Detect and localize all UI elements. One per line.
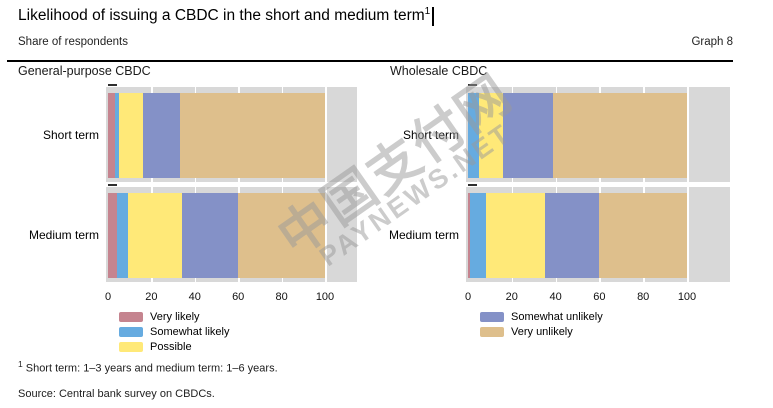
x-tick-label-40: 40	[188, 291, 201, 303]
legend-item-very-unlikely: Very unlikely	[480, 324, 603, 339]
legend-label: Very likely	[150, 310, 200, 323]
gridline-100	[687, 87, 689, 182]
x-tick-label-20: 20	[145, 291, 158, 303]
bar-segment-possible	[485, 193, 545, 278]
plot-area-medium-term	[106, 187, 357, 282]
x-tick-label-100: 100	[315, 291, 335, 303]
x-tick-label-80: 80	[275, 291, 288, 303]
x-tick-label-100: 100	[677, 291, 697, 303]
graph-number-label: Graph 8	[691, 36, 733, 48]
text-cursor	[432, 6, 435, 26]
row-label-medium-term: Medium term	[28, 227, 99, 242]
bar-segment-very-unlikely	[553, 93, 687, 178]
x-tick-label-60: 60	[232, 291, 245, 303]
bar-segment-possible	[118, 93, 143, 178]
legend-item-possible: Possible	[119, 339, 229, 354]
bar-segment-somewhat-likely	[116, 193, 128, 278]
chart-general-purpose-cbdc: Short term Medium term 0 20 40 60 80 100	[29, 84, 357, 303]
legend-label: Very unlikely	[511, 325, 573, 338]
gridline-100	[687, 187, 689, 282]
title-footnote-marker: 1	[424, 6, 431, 17]
x-tick-label-60: 60	[593, 291, 606, 303]
x-tick-label-0: 0	[104, 291, 112, 303]
bar-segment-very-unlikely	[599, 193, 687, 278]
header-rule	[7, 60, 733, 62]
panel-title-wholesale: Wholesale CBDC	[390, 64, 488, 78]
bar-segment-very-likely	[468, 193, 471, 278]
legend-unlikely-column: Somewhat unlikely Very unlikely	[480, 309, 603, 339]
legend-item-somewhat-likely: Somewhat likely	[119, 324, 229, 339]
source-line: Source: Central bank survey on CBDCs.	[18, 388, 215, 400]
bar-segment-somewhat-unlikely	[503, 93, 554, 178]
plot-area-short-term	[466, 87, 730, 182]
bar-segment-somewhat-likely	[470, 193, 486, 278]
legend-label: Somewhat likely	[150, 325, 230, 338]
legend-item-very-likely: Very likely	[119, 309, 229, 324]
row-label-short-term: Short term	[42, 127, 99, 142]
bar-segment-very-unlikely	[238, 193, 325, 278]
bar-segment-very-likely	[108, 93, 115, 178]
bar-segment-somewhat-likely	[114, 93, 119, 178]
row-label-short-term: Short term	[402, 127, 459, 142]
legend-label: Somewhat unlikely	[511, 310, 603, 323]
panel-title-general-purpose: General-purpose CBDC	[18, 64, 151, 78]
legend-item-somewhat-unlikely: Somewhat unlikely	[480, 309, 603, 324]
x-tick-label-80: 80	[637, 291, 650, 303]
chart-title: Likelihood of issuing a CBDC in the shor…	[18, 6, 435, 26]
footnote: 1 Short term: 1–3 years and medium term: …	[18, 359, 278, 375]
bar-segment-possible	[478, 93, 504, 178]
gridline-100	[325, 87, 327, 182]
chart-subtitle: Share of respondents	[18, 36, 128, 48]
bar-segment-somewhat-unlikely	[142, 93, 180, 178]
row-label-medium-term: Medium term	[388, 227, 459, 242]
bar-segment-very-likely	[108, 193, 117, 278]
axis-zero-tick	[108, 184, 117, 186]
bar-segment-somewhat-likely	[468, 93, 479, 178]
bar-segment-possible	[127, 193, 182, 278]
x-tick-label-40: 40	[549, 291, 562, 303]
legend-swatch-very-likely	[119, 311, 143, 322]
chart-wholesale-cbdc: Short term Medium term 0 20 40 60 80 100	[389, 84, 730, 303]
axis-zero-tick	[108, 84, 117, 86]
x-tick-label-0: 0	[464, 291, 472, 303]
legend-swatch-possible	[119, 341, 143, 352]
bar-segment-somewhat-unlikely	[181, 193, 239, 278]
bar-segment-very-unlikely	[179, 93, 325, 178]
bar-segment-somewhat-unlikely	[544, 193, 600, 278]
legend-swatch-somewhat-likely	[119, 326, 143, 337]
plot-area-short-term	[106, 87, 357, 182]
plot-area-medium-term	[466, 187, 730, 282]
footnote-marker: 1	[18, 359, 23, 369]
axis-zero-tick	[468, 184, 477, 186]
footnote-text: Short term: 1–3 years and medium term: 1…	[25, 362, 278, 375]
legend-swatch-somewhat-unlikely	[480, 311, 504, 322]
legend-label: Possible	[150, 340, 192, 353]
x-tick-label-20: 20	[505, 291, 518, 303]
legend-likely-column: Very likely Somewhat likely Possible	[119, 309, 229, 354]
chart-title-text: Likelihood of issuing a CBDC in the shor…	[18, 7, 425, 25]
axis-zero-tick	[468, 84, 477, 86]
legend-swatch-very-unlikely	[480, 326, 504, 337]
gridline-100	[325, 187, 327, 282]
